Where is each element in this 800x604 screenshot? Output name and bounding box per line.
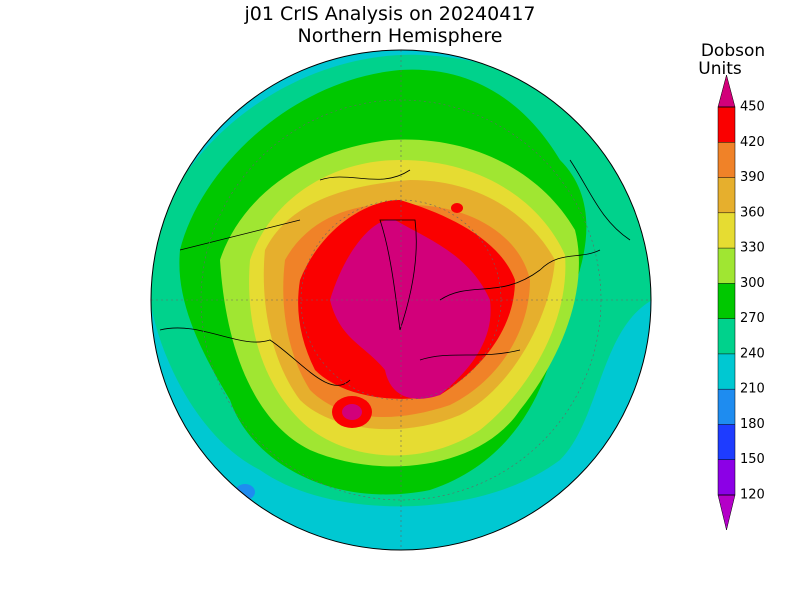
colorbar-label: Dobson xyxy=(701,41,765,61)
colorbar-segment xyxy=(718,283,735,319)
colorbar-tick-label: 180 xyxy=(740,417,765,432)
colorbar-segment xyxy=(718,424,735,460)
colorbar-tick-label: 270 xyxy=(740,311,765,326)
colorbar-under xyxy=(717,494,736,531)
colorbar-label: Units xyxy=(698,59,742,79)
colorbar-tick-label: 360 xyxy=(740,205,765,220)
colorbar-tick-label: 150 xyxy=(740,452,765,467)
colorbar-segment xyxy=(718,248,735,284)
colorbar-tick-label: 240 xyxy=(740,346,765,361)
colorbar-segment xyxy=(718,107,735,143)
title: j01 CrIS Analysis on 20240417 xyxy=(243,3,535,25)
colorbar-tick-label: 120 xyxy=(740,488,765,503)
map-border xyxy=(150,49,652,551)
colorbar-tick-label: 450 xyxy=(740,100,765,115)
colorbar-tick-label: 300 xyxy=(740,276,765,291)
colorbar-tick-label: 210 xyxy=(740,382,765,397)
colorbar-segment xyxy=(718,142,735,178)
colorbar-tick-label: 330 xyxy=(740,241,765,256)
colorbar-segment xyxy=(718,177,735,213)
colorbar: 120 150 180 210 240 270 300 330 360 390 420 450 xyxy=(717,74,765,531)
subtitle: Northern Hemisphere xyxy=(298,25,503,47)
colorbar-tick-label: 390 xyxy=(740,170,765,185)
colorbar-segment xyxy=(718,459,735,495)
ozone-map xyxy=(151,50,651,550)
colorbar-segment xyxy=(718,389,735,425)
colorbar-segment xyxy=(718,212,735,249)
colorbar-segment xyxy=(718,318,735,354)
colorbar-segment xyxy=(718,353,735,390)
colorbar-tick-label: 420 xyxy=(740,135,765,150)
colorbar-over xyxy=(717,74,736,108)
